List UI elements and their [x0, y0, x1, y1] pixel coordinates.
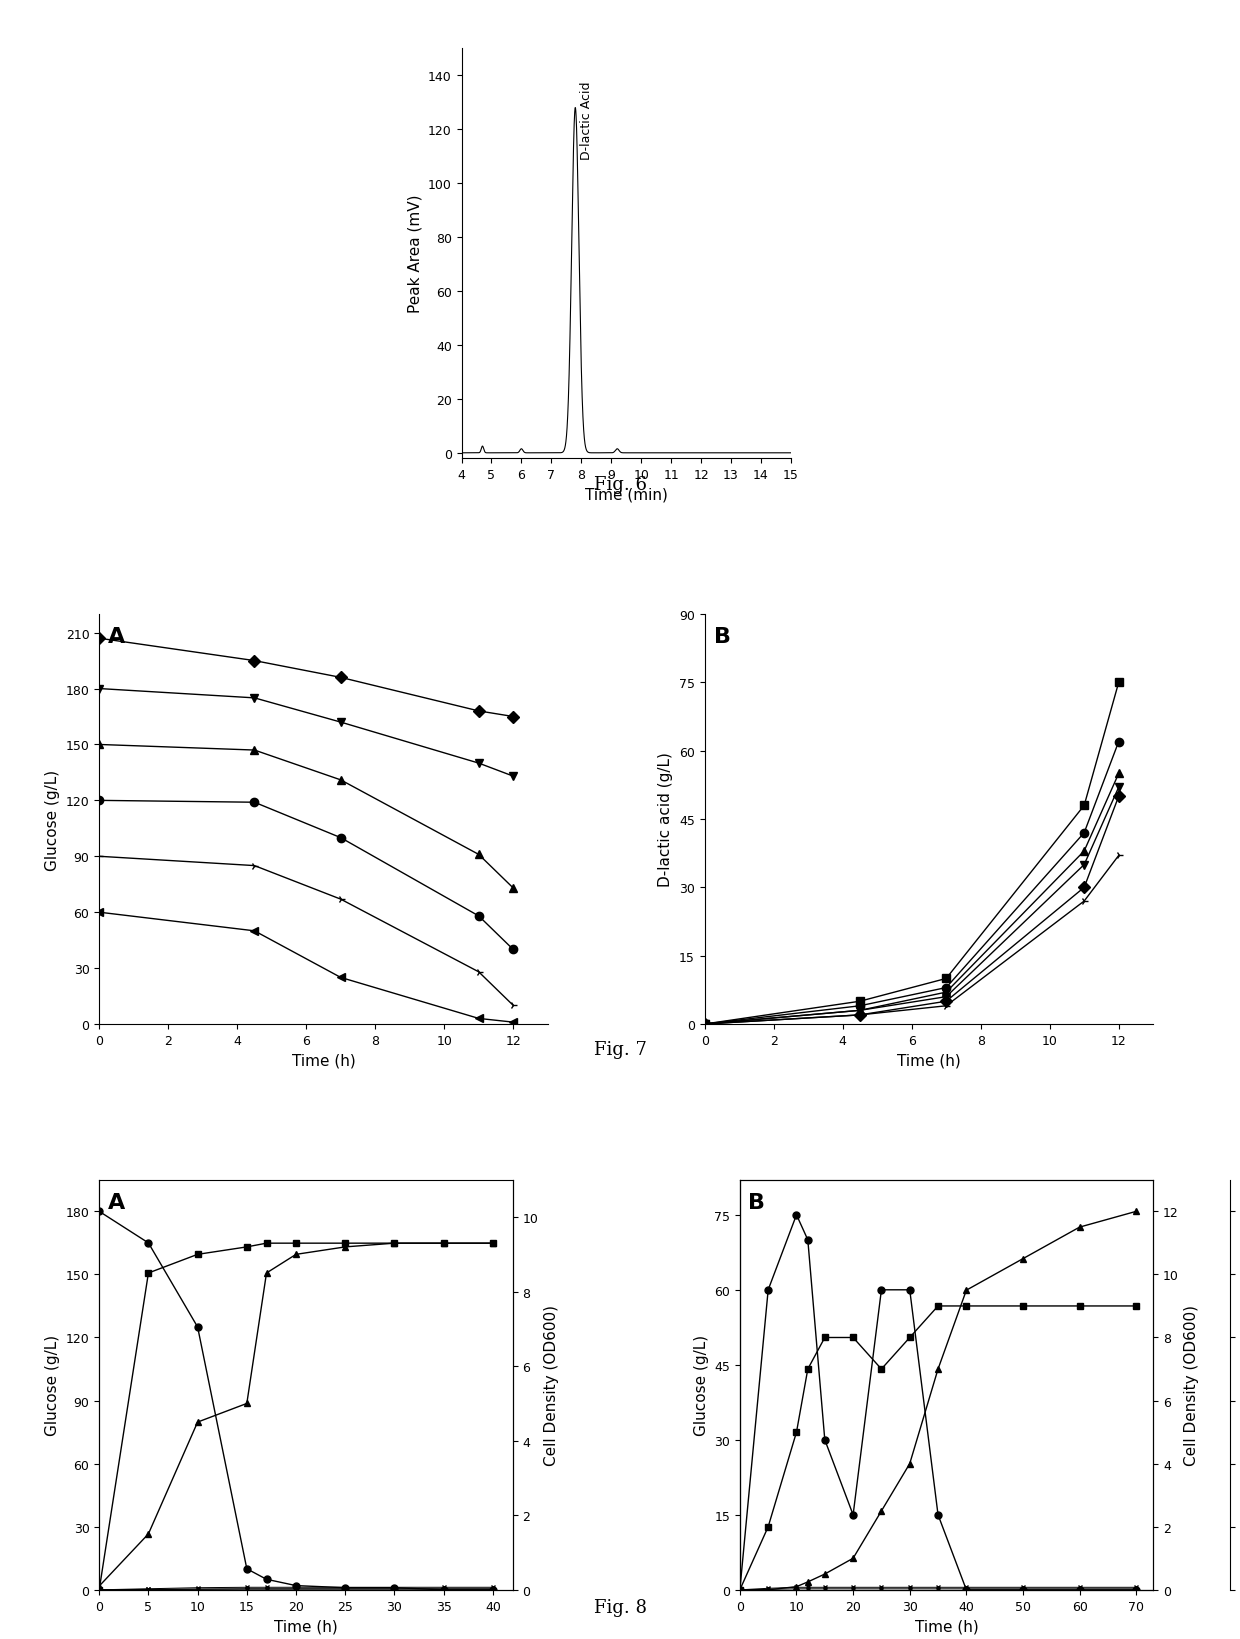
Y-axis label: Glucose (g/L): Glucose (g/L) — [45, 1334, 60, 1436]
Y-axis label: Peak Area (mV): Peak Area (mV) — [408, 195, 423, 313]
Text: Fig. 7: Fig. 7 — [594, 1041, 646, 1059]
Text: B: B — [714, 626, 730, 647]
Y-axis label: Cell Density (OD600): Cell Density (OD600) — [1184, 1305, 1199, 1465]
X-axis label: Time (h): Time (h) — [897, 1052, 961, 1067]
X-axis label: Time (h): Time (h) — [274, 1618, 337, 1632]
X-axis label: Time (h): Time (h) — [915, 1618, 978, 1632]
X-axis label: Time (min): Time (min) — [585, 487, 667, 502]
X-axis label: Time (h): Time (h) — [291, 1052, 356, 1067]
Text: B: B — [748, 1193, 765, 1213]
Text: Fig. 6: Fig. 6 — [594, 475, 646, 493]
Text: A: A — [108, 626, 125, 647]
Y-axis label: Cell Density (OD600): Cell Density (OD600) — [543, 1305, 559, 1465]
Text: D-lactic Acid: D-lactic Acid — [580, 82, 593, 161]
Text: A: A — [108, 1193, 125, 1213]
Y-axis label: D-lactic acid (g/L): D-lactic acid (g/L) — [658, 752, 673, 887]
Y-axis label: Glucose (g/L): Glucose (g/L) — [45, 769, 60, 870]
Text: Fig. 8: Fig. 8 — [594, 1598, 646, 1616]
Y-axis label: Glucose (g/L): Glucose (g/L) — [693, 1334, 708, 1436]
